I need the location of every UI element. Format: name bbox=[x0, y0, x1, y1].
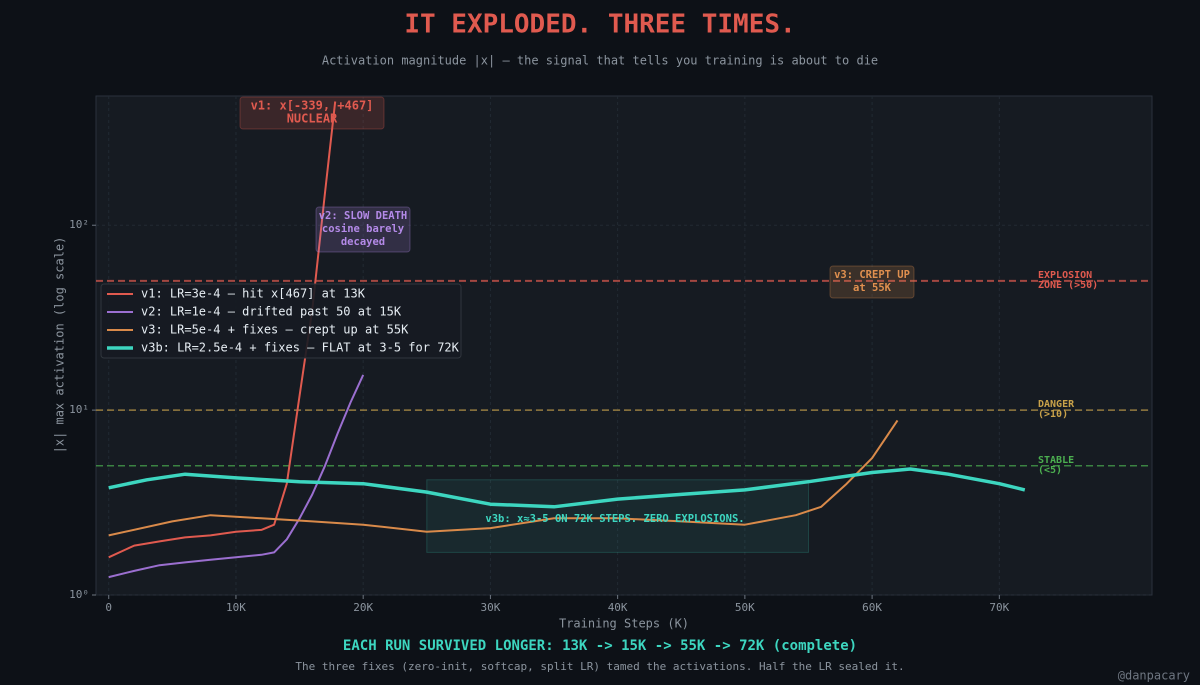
legend-box bbox=[100, 283, 462, 359]
y-axis-label: |x| max activation (log scale) bbox=[53, 237, 67, 454]
y-tick-label: 10² bbox=[69, 218, 89, 231]
legend-label: v3b: LR=2.5e-4 + fixes — FLAT at 3-5 for… bbox=[141, 341, 460, 355]
series-line bbox=[108, 374, 365, 579]
annotation: cosine barely bbox=[322, 223, 405, 235]
y-tick-label: 10¹ bbox=[69, 403, 89, 416]
reference-label: EXPLOSION bbox=[1038, 270, 1092, 281]
x-tick-label: 40K bbox=[608, 601, 628, 614]
annotation: v2: SLOW DEATH bbox=[319, 210, 408, 222]
y-tick-label: 10⁰ bbox=[69, 588, 89, 601]
x-tick-label: 50K bbox=[735, 601, 755, 614]
reference-label: STABLE bbox=[1038, 455, 1074, 466]
legend-label: v1: LR=3e-4 — hit x[467] at 13K bbox=[141, 287, 366, 301]
x-axis-label: Training Steps (K) bbox=[559, 617, 689, 631]
annotation: v1: x[-339, +467] bbox=[251, 99, 374, 113]
reference-label: DANGER bbox=[1038, 399, 1075, 410]
chart-title: IT EXPLODED. THREE TIMES. bbox=[404, 10, 795, 40]
credit: @danpacary bbox=[1118, 669, 1190, 683]
legend-label: v3: LR=5e-4 + fixes — crept up at 55K bbox=[141, 323, 409, 337]
annotation-box bbox=[239, 96, 385, 130]
plot bbox=[96, 101, 1152, 579]
legend-label: v2: LR=1e-4 — drifted past 50 at 15K bbox=[141, 305, 402, 319]
reference-label: (>10) bbox=[1038, 409, 1068, 420]
x-tick-label: 70K bbox=[989, 601, 1009, 614]
annotation: v3b: x≈3-5 ON 72K STEPS. ZERO EXPLOSIONS… bbox=[485, 513, 744, 525]
x-tick-label: 60K bbox=[862, 601, 882, 614]
reference-label: ZONE (>50) bbox=[1038, 280, 1098, 291]
annotation: NUCLEAR bbox=[287, 112, 338, 126]
annotation-box bbox=[829, 265, 915, 299]
x-tick-label: 0 bbox=[105, 601, 112, 614]
reference-label: (<5) bbox=[1038, 465, 1062, 476]
highlight-region bbox=[426, 479, 809, 553]
annotation: decayed bbox=[341, 236, 385, 248]
x-tick-label: 20K bbox=[353, 601, 373, 614]
x-tick-label: 10K bbox=[226, 601, 246, 614]
series-line bbox=[108, 419, 899, 537]
annotation: at 55K bbox=[853, 282, 892, 294]
x-tick-label: 30K bbox=[480, 601, 500, 614]
footer: EACH RUN SURVIVED LONGER: 13K -> 15K -> … bbox=[343, 638, 857, 654]
note: The three fixes (zero-init, softcap, spl… bbox=[295, 660, 904, 673]
subtitle: Activation magnitude |x| — the signal th… bbox=[322, 54, 878, 68]
annotation-box bbox=[315, 206, 411, 253]
annotation: v3: CREPT UP bbox=[834, 269, 910, 281]
series-line bbox=[108, 467, 1026, 509]
